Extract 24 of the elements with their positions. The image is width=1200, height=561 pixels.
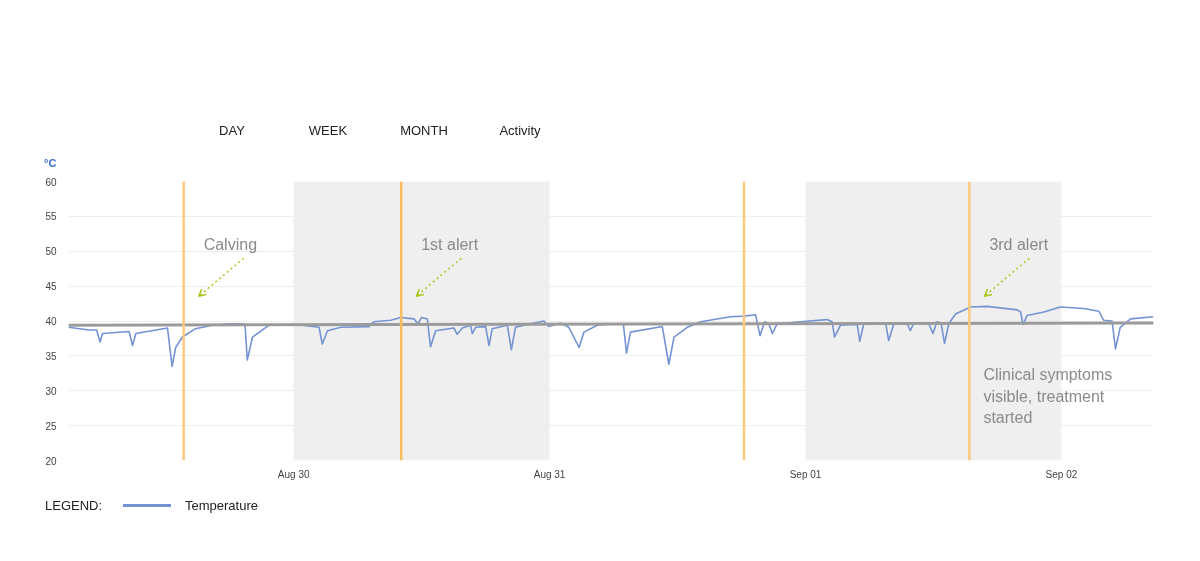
y-axis-title: °C <box>44 156 57 171</box>
text: Activity <box>499 122 541 140</box>
ref-line-label: 1st alert <box>421 235 479 253</box>
x-tick-label: Sep 01 <box>789 468 822 480</box>
y-tick-label: 25 <box>45 420 57 432</box>
annotation: Clinical symptoms visible, treatment started <box>983 366 1113 426</box>
y-tick-label: 45 <box>45 281 57 293</box>
text: DAY <box>219 122 245 140</box>
y-tick-label: 20 <box>45 455 57 467</box>
x-tick-label: Sep 02 <box>1045 468 1078 480</box>
text: MONTH <box>400 122 448 140</box>
y-tick-label: 40 <box>45 316 57 327</box>
y-tick-label: 55 <box>45 211 57 223</box>
ref-line-label: Calving <box>203 235 258 253</box>
y-tick-label: 60 <box>45 176 57 188</box>
legend-title: LEGEND: <box>45 497 103 515</box>
x-tick-label: Aug 31 <box>533 468 566 480</box>
y-tick-label: 30 <box>45 385 57 397</box>
y-tick-label: 35 <box>45 350 57 362</box>
ref-line-label: 3rd alert <box>989 235 1049 253</box>
x-tick-label: Aug 30 <box>277 468 310 480</box>
text: WEEK <box>308 122 348 140</box>
legend-label: Temperature <box>185 497 258 515</box>
y-tick-label: 50 <box>45 246 57 258</box>
